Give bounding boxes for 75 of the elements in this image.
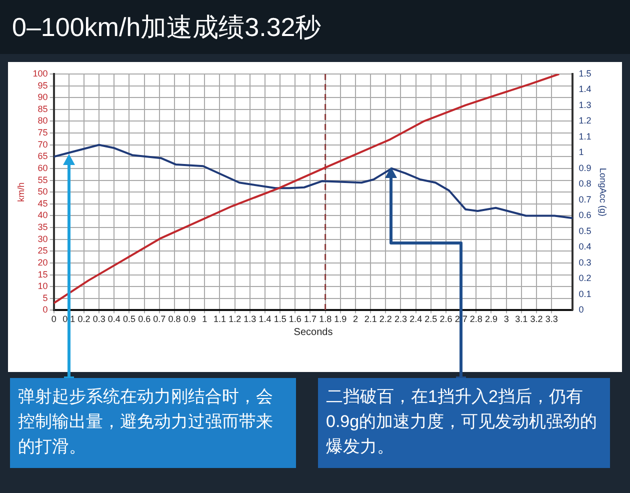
y-tick-label: 10 [38, 281, 48, 292]
y-tick-label: 65 [38, 151, 48, 162]
x-tick-label: 0.8 [168, 314, 181, 324]
y2-tick-label: 0 [578, 304, 584, 315]
y-tick-label: 75 [38, 128, 48, 138]
x-tick-label: 3.2 [530, 314, 543, 324]
x-tick-label: 1.2 [228, 314, 242, 324]
y2-tick-label: 1.1 [578, 131, 592, 142]
y-tick-label: 30 [38, 234, 48, 244]
y-tick-label: 35 [38, 222, 48, 232]
x-tick-label: 1.6 [288, 314, 302, 324]
y-tick-label: 60 [38, 162, 48, 173]
x-tick-label: 2.6 [440, 314, 452, 324]
y-tick-label: 100 [32, 68, 48, 78]
x-tick-label: 3.1 [515, 314, 528, 324]
x-tick-label: 1.5 [274, 314, 286, 324]
y-tick-label: 20 [38, 257, 48, 268]
y2-tick-label: 0.5 [578, 226, 592, 236]
y-tick-label: 50 [38, 186, 48, 197]
x-tick-label: 2.8 [470, 314, 482, 324]
y-tick-label: 95 [38, 80, 48, 90]
x-tick-label: 2.4 [410, 314, 422, 324]
x-tick-label: 2.9 [484, 314, 498, 324]
y-tick-label: 15 [38, 269, 48, 280]
x-tick-label: 2.5 [424, 314, 438, 324]
y-tick-label: 85 [38, 104, 48, 114]
y-tick-label: 25 [38, 246, 48, 256]
x-tick-label: 3 [504, 314, 509, 324]
x-tick-label: 0 [51, 314, 56, 324]
x-tick-label: 2.2 [379, 314, 392, 324]
x-tick-label: 0.3 [92, 314, 106, 324]
y2-axis-title: LongAcc (g) [598, 168, 608, 216]
y-tick-label: 0 [42, 304, 48, 315]
x-tick-label: 2.1 [364, 314, 377, 324]
y2-tick-label: 0.2 [578, 273, 592, 284]
x-axis-title: Seconds [294, 326, 333, 338]
x-tick-label: 1.8 [319, 314, 332, 324]
y2-tick-label: 1.3 [578, 100, 592, 110]
y2-tick-label: 0.8 [578, 178, 592, 189]
y-tick-label: 5 [42, 292, 48, 303]
x-tick-label: 0.5 [122, 314, 136, 324]
y2-tick-label: 0.3 [578, 257, 592, 268]
x-tick-label: 3.3 [545, 314, 558, 324]
y2-tick-label: 1.2 [578, 116, 592, 126]
x-tick-label: 1.1 [213, 314, 226, 324]
y-tick-label: 55 [38, 174, 48, 185]
y2-tick-label: 1.5 [578, 68, 592, 78]
x-tick-label: 2.3 [394, 314, 407, 324]
x-tick-label: 2 [352, 314, 358, 324]
y-tick-label: 90 [38, 92, 48, 102]
y2-tick-label: 1.4 [578, 84, 592, 94]
y2-tick-label: 0.4 [578, 242, 592, 252]
x-tick-label: 0.6 [138, 314, 151, 324]
x-tick-label: 1.3 [244, 314, 256, 324]
x-tick-label: 0.7 [153, 314, 166, 324]
x-tick-label: 1.4 [258, 314, 272, 324]
y-axis-title: km/h [16, 182, 26, 202]
text: 二挡破百，在1挡升入2挡后，仍有0.9g的加速力度，可见发动机强劲的爆发力。 [318, 378, 610, 468]
y-tick-label: 70 [38, 139, 48, 150]
text: 弹射起步系统在动力刚结合时，会控制输出量，避免动力过强而带来的打滑。 [10, 378, 296, 468]
y-tick-label: 45 [38, 198, 48, 208]
y-tick-label: 40 [38, 210, 48, 220]
x-tick-label: 0.9 [183, 314, 196, 324]
y2-tick-label: 0.1 [578, 288, 592, 299]
x-tick-label: 1 [202, 314, 208, 324]
x-tick-label: 1.7 [304, 314, 316, 324]
chart-title: 0–100km/h加速成绩3.32秒 [0, 0, 630, 54]
y2-tick-label: 0.7 [578, 194, 592, 204]
y-tick-label: 80 [38, 116, 48, 126]
x-tick-label: 1.9 [334, 314, 347, 324]
y2-tick-label: 0.9 [578, 162, 592, 173]
x-tick-label: 0.2 [78, 314, 90, 324]
y2-tick-label: 0.6 [578, 210, 592, 220]
y2-tick-label: 1 [578, 147, 584, 158]
x-tick-label: 0.4 [108, 314, 120, 324]
